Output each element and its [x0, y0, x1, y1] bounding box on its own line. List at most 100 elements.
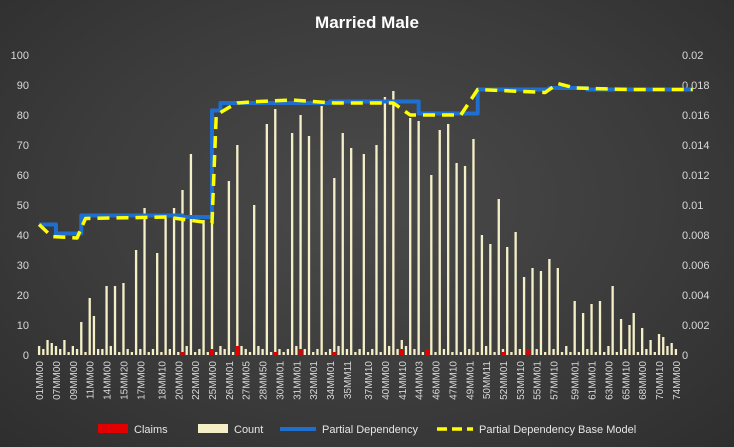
x-tick-label: 18MM10 — [157, 361, 168, 400]
count-bar — [299, 115, 302, 355]
count-bar — [674, 349, 678, 355]
partial-dependency-base-line — [37, 81, 693, 240]
count-bar — [67, 352, 70, 355]
count-bar — [42, 349, 45, 355]
count-bar — [619, 319, 623, 355]
count-bar — [468, 349, 471, 355]
count-bar — [522, 277, 526, 355]
count-bar — [387, 346, 391, 355]
count-bar — [160, 352, 163, 355]
count-bar — [400, 340, 403, 355]
y-left-tick-label: 40 — [17, 230, 29, 242]
count-bar — [215, 352, 218, 355]
count-bar — [354, 352, 357, 355]
y-left-tick-label: 30 — [17, 260, 29, 272]
x-tick-label: 68MM00 — [638, 361, 649, 400]
count-bar — [320, 106, 323, 355]
claims-bar — [425, 349, 430, 355]
count-bar — [670, 343, 673, 355]
count-bar — [341, 133, 344, 355]
count-bar — [328, 349, 332, 355]
count-bar — [379, 352, 382, 355]
chart-title: Married Male — [315, 13, 419, 32]
x-tick-label: 37MM10 — [364, 361, 375, 400]
count-bar — [139, 349, 142, 355]
x-tick-label: 59MM01 — [571, 361, 582, 400]
count-bar — [657, 334, 661, 355]
count-bar — [662, 337, 665, 355]
x-tick-label: 70MM10 — [655, 361, 666, 400]
count-bar — [518, 349, 522, 355]
count-bar — [636, 352, 640, 355]
count-bar — [447, 124, 450, 355]
count-bar — [607, 346, 610, 355]
count-bar — [59, 349, 62, 355]
legend-label: Count — [234, 424, 263, 436]
count-bar — [383, 97, 387, 355]
count-bar — [122, 283, 125, 355]
count-bar — [603, 352, 606, 355]
x-tick-label: 17MM00 — [136, 361, 147, 400]
count-bar — [134, 250, 138, 355]
x-axis: 01MM00 07MM00 09MM00 11MM00 14MM00 15MM20 17MM… — [35, 361, 683, 400]
y-right-tick-label: 0.004 — [682, 290, 710, 302]
count-bar — [274, 109, 277, 355]
x-tick-label: 15MM20 — [119, 361, 130, 400]
x-tick-label: 65MM10 — [621, 361, 632, 400]
count-bar — [581, 313, 585, 355]
count-bar — [632, 313, 635, 355]
count-bar — [624, 349, 627, 355]
y-right-tick-label: 0.008 — [682, 230, 710, 242]
count-bar — [324, 352, 328, 355]
y-left-tick-label: 80 — [17, 110, 29, 122]
count-bar — [248, 352, 252, 355]
count-bar — [118, 352, 121, 355]
count-bar — [333, 178, 336, 355]
count-bar — [210, 217, 214, 355]
count-bar — [181, 190, 184, 355]
count-bar — [577, 352, 581, 355]
legend-swatch — [198, 424, 228, 433]
count-bar — [345, 349, 349, 355]
count-bar — [244, 349, 247, 355]
count-bar — [472, 139, 475, 355]
count-bar — [75, 349, 79, 355]
count-bar — [231, 352, 235, 355]
count-bar — [451, 352, 454, 355]
count-bar — [303, 349, 306, 355]
count-bar — [442, 349, 446, 355]
claims-bar — [500, 352, 505, 355]
x-tick-label: 44MM03 — [415, 361, 426, 400]
count-bar — [312, 352, 315, 355]
claims-bar — [399, 349, 404, 355]
x-tick-label: 40MM00 — [381, 361, 392, 400]
count-bar — [286, 349, 290, 355]
x-tick-label: 31MM01 — [292, 361, 303, 400]
count-bar — [489, 244, 492, 355]
y-right-tick-label: 0.006 — [682, 260, 710, 272]
count-bar — [253, 205, 256, 355]
count-bar — [168, 349, 171, 355]
count-bar — [71, 346, 75, 355]
x-tick-label: 61MM01 — [588, 361, 599, 400]
legend-label: Partial Dependency — [322, 424, 419, 436]
count-bar — [206, 352, 209, 355]
x-tick-label: 50MM11 — [482, 361, 493, 400]
count-bar — [227, 181, 231, 355]
claims-bar — [210, 349, 215, 355]
count-bar — [236, 145, 239, 355]
count-bar — [565, 346, 568, 355]
x-tick-label: 07MM00 — [52, 361, 63, 400]
count-bar — [430, 175, 433, 355]
x-tick-label: 53MM10 — [516, 361, 527, 400]
y-left-axis: 0 10 20 30 40 50 60 70 80 90 100 — [11, 50, 29, 362]
count-bar — [544, 352, 547, 355]
x-tick-label: 55MM01 — [533, 361, 544, 400]
count-bar — [560, 352, 564, 355]
count-bar — [202, 220, 205, 355]
count-bar — [484, 346, 488, 355]
count-bar — [548, 259, 551, 355]
y-left-tick-label: 10 — [17, 320, 29, 332]
y-right-tick-label: 0.014 — [682, 140, 710, 152]
